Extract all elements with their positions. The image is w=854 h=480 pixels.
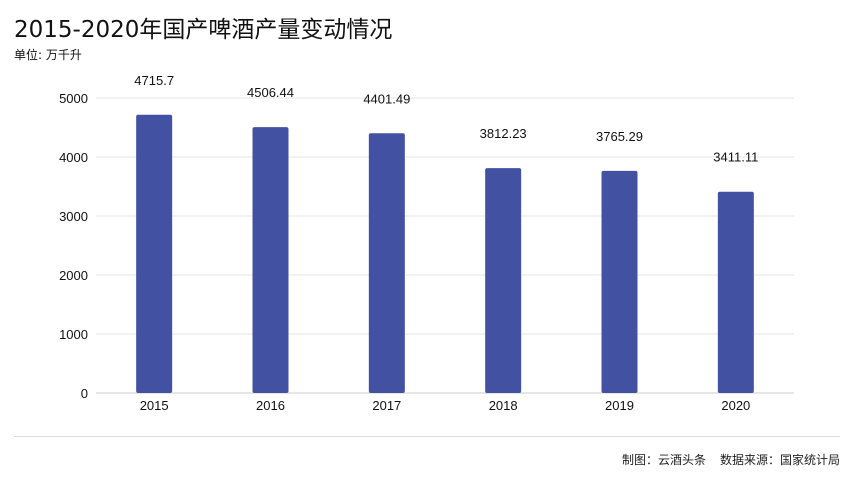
bar-2020 (717, 191, 754, 393)
data-label: 4401.49 (363, 91, 410, 106)
footer: 制图：云酒头条 数据来源：国家统计局 (622, 451, 840, 468)
chart-title: 2015-2020年国产啤酒产量变动情况 (14, 17, 393, 43)
x-tick-label: 2016 (256, 398, 285, 413)
bar-2018 (485, 168, 522, 393)
y-tick-label: 2000 (59, 268, 88, 283)
data-label: 4506.44 (247, 85, 294, 100)
bar-2015 (136, 114, 173, 394)
data-label: 3765.29 (596, 129, 643, 144)
data-label: 3411.11 (713, 150, 758, 165)
x-tick-label: 2019 (605, 398, 634, 413)
x-tick-label: 2015 (140, 398, 169, 413)
data-label: 4715.7 (134, 73, 174, 88)
footer-divider (14, 436, 840, 437)
x-tick-label: 2017 (372, 398, 401, 413)
bar-2017 (368, 133, 405, 394)
grid-lines (96, 97, 794, 394)
y-tick-label: 5000 (59, 91, 88, 106)
bars (136, 114, 754, 394)
bar-chart: 0 1000 2000 3000 4000 5000 4715.7 4506.44 4401.… (59, 73, 794, 413)
y-tick-label: 0 (81, 386, 88, 401)
x-axis-ticks: 2015 2016 2017 2018 2019 2020 (140, 398, 751, 413)
x-tick-label: 2018 (489, 398, 518, 413)
footer-source: 数据来源：国家统计局 (719, 453, 840, 467)
unit-label: 单位: 万千升 (14, 48, 82, 62)
bar-2016 (252, 127, 289, 393)
y-tick-label: 4000 (59, 150, 88, 165)
data-label: 3812.23 (480, 126, 527, 141)
y-tick-label: 1000 (59, 327, 88, 342)
bar-2019 (601, 170, 638, 393)
footer-made-by: 制图：云酒头条 (621, 453, 706, 467)
x-tick-label: 2020 (721, 398, 750, 413)
data-labels: 4715.7 4506.44 4401.49 3812.23 3765.29 3411.1… (134, 73, 758, 165)
y-tick-label: 3000 (59, 209, 88, 224)
y-axis-ticks: 0 1000 2000 3000 4000 5000 (59, 91, 88, 401)
